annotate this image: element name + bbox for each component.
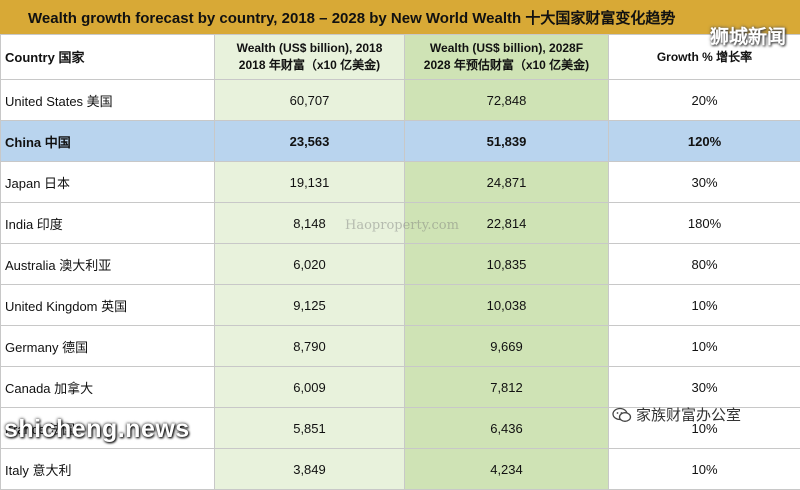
cell-growth: 10% <box>609 326 800 367</box>
cell-growth: 80% <box>609 244 800 285</box>
cell-country: Italy 意大利 <box>1 449 215 490</box>
table-row: Germany 德国 8,790 9,669 10% <box>1 326 800 367</box>
cell-wealth-2028: 72,848 <box>405 80 609 121</box>
header-wealth-2018-en: Wealth (US$ billion), 2018 <box>219 40 400 57</box>
header-country: Country 国家 <box>1 35 215 80</box>
cell-wealth-2018: 6,020 <box>215 244 405 285</box>
watermark-bottom-left: shicheng.news <box>4 415 190 444</box>
cell-country: India 印度 <box>1 203 215 244</box>
cell-country: Germany 德国 <box>1 326 215 367</box>
header-wealth-2028: Wealth (US$ billion), 2028F 2028 年预估财富（x… <box>405 35 609 80</box>
cell-wealth-2018: 8,790 <box>215 326 405 367</box>
cell-wealth-2028: 7,812 <box>405 367 609 408</box>
cell-wealth-2018: 23,563 <box>215 121 405 162</box>
cell-wealth-2028: 4,234 <box>405 449 609 490</box>
cell-wealth-2018: 3,849 <box>215 449 405 490</box>
table-row: United Kingdom 英国 9,125 10,038 10% <box>1 285 800 326</box>
header-wealth-2028-zh: 2028 年预估财富（x10 亿美金) <box>409 57 604 74</box>
cell-growth: 180% <box>609 203 800 244</box>
cell-growth: 30% <box>609 162 800 203</box>
wechat-icon <box>612 407 632 423</box>
watermark-bottom-right: 家族财富办公室 <box>612 404 741 425</box>
cell-country: Canada 加拿大 <box>1 367 215 408</box>
cell-growth: 10% <box>609 285 800 326</box>
cell-wealth-2028: 10,038 <box>405 285 609 326</box>
table-row: Japan 日本 19,131 24,871 30% <box>1 162 800 203</box>
watermark-center: Haoproperty.com <box>345 218 459 233</box>
cell-wealth-2018: 5,851 <box>215 408 405 449</box>
cell-wealth-2018: 9,125 <box>215 285 405 326</box>
cell-wealth-2028: 6,436 <box>405 408 609 449</box>
header-wealth-2018: Wealth (US$ billion), 2018 2018 年财富（x10 … <box>215 35 405 80</box>
cell-country: Australia 澳大利亚 <box>1 244 215 285</box>
cell-wealth-2028: 10,835 <box>405 244 609 285</box>
header-wealth-2018-zh: 2018 年财富（x10 亿美金) <box>219 57 400 74</box>
cell-growth: 30% <box>609 367 800 408</box>
cell-wealth-2018: 6,009 <box>215 367 405 408</box>
table-row-highlighted: China 中国 23,563 51,839 120% <box>1 121 800 162</box>
cell-wealth-2028: 24,871 <box>405 162 609 203</box>
watermark-top-right: 狮城新闻 <box>710 22 786 49</box>
cell-wealth-2028: 51,839 <box>405 121 609 162</box>
cell-country: United States 美国 <box>1 80 215 121</box>
table-row: Italy 意大利 3,849 4,234 10% <box>1 449 800 490</box>
table-row: United States 美国 60,707 72,848 20% <box>1 80 800 121</box>
header-wealth-2028-en: Wealth (US$ billion), 2028F <box>409 40 604 57</box>
cell-country: China 中国 <box>1 121 215 162</box>
table-title: Wealth growth forecast by country, 2018 … <box>0 0 800 34</box>
cell-wealth-2028: 9,669 <box>405 326 609 367</box>
cell-wealth-2018: 60,707 <box>215 80 405 121</box>
header-row: Country 国家 Wealth (US$ billion), 2018 20… <box>1 35 800 80</box>
watermark-bottom-right-text: 家族财富办公室 <box>636 404 741 425</box>
cell-country: United Kingdom 英国 <box>1 285 215 326</box>
cell-wealth-2018: 19,131 <box>215 162 405 203</box>
table-row: Canada 加拿大 6,009 7,812 30% <box>1 367 800 408</box>
cell-country: Japan 日本 <box>1 162 215 203</box>
cell-growth: 120% <box>609 121 800 162</box>
table-row: Australia 澳大利亚 6,020 10,835 80% <box>1 244 800 285</box>
cell-growth: 10% <box>609 449 800 490</box>
cell-growth: 20% <box>609 80 800 121</box>
